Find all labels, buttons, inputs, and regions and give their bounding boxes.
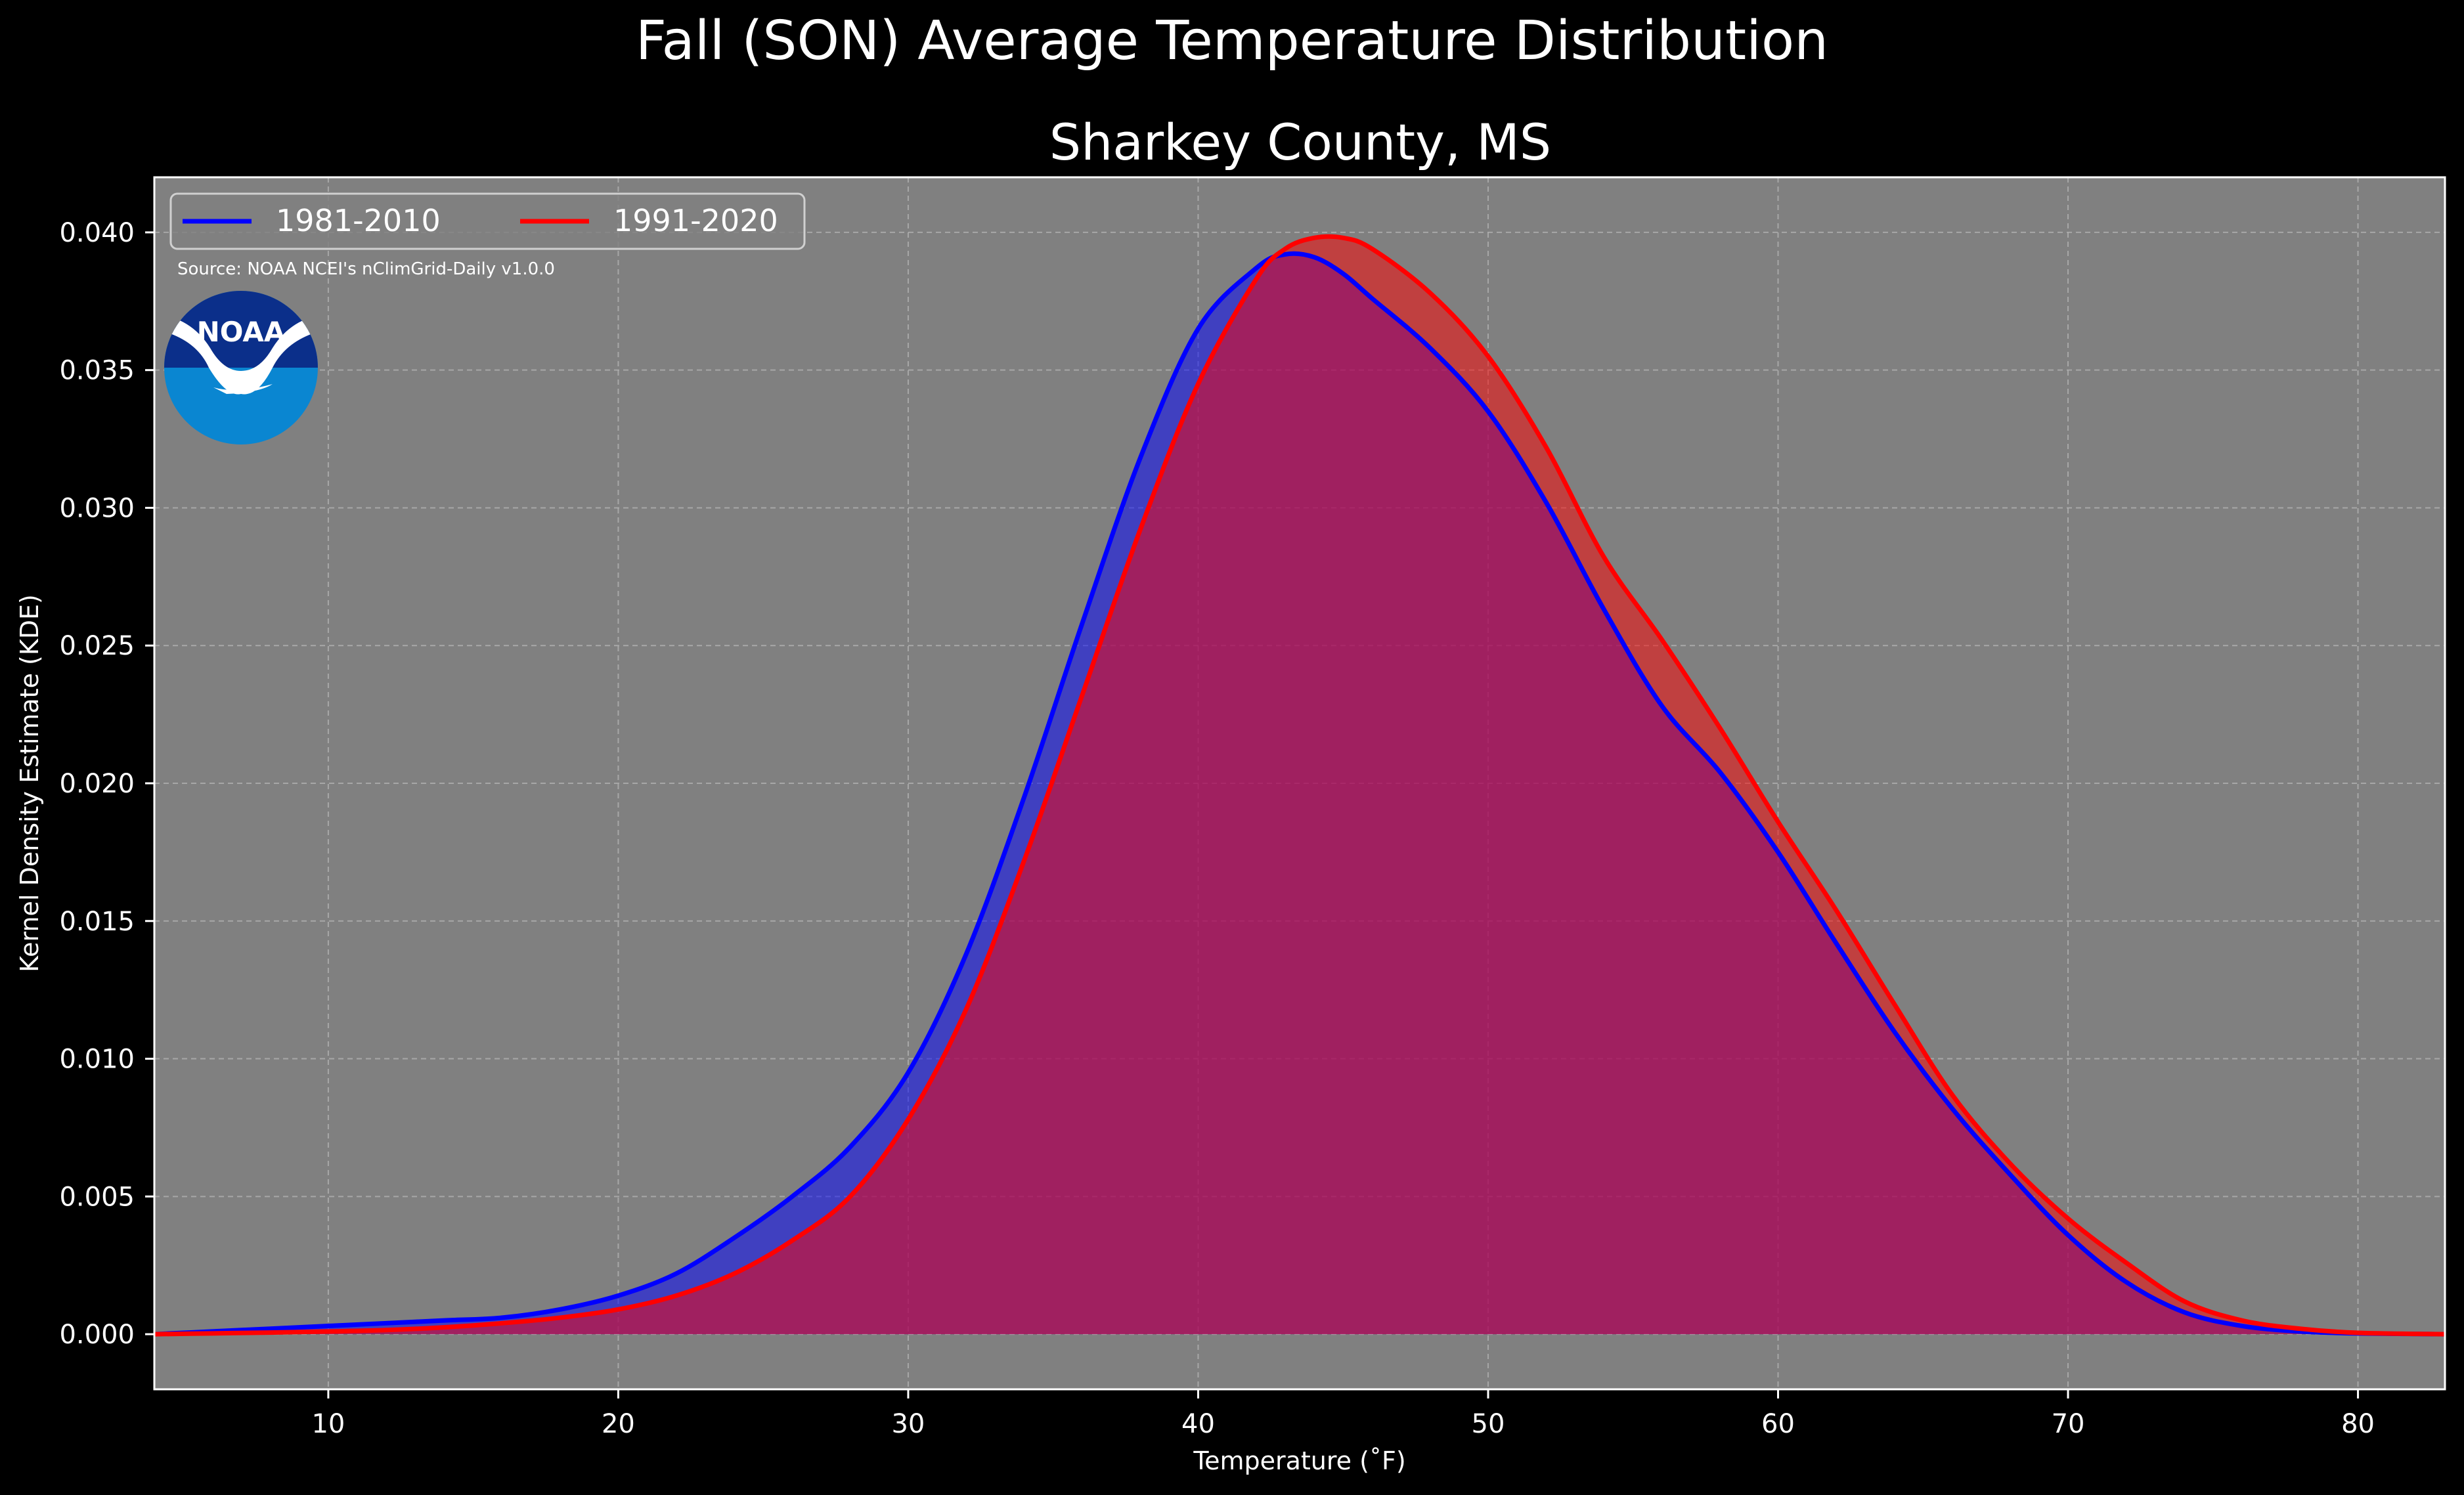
y-axis: 0.000 0.005 0.010 0.015 0.020 0.025 0.030 0.035… [59, 218, 154, 1350]
y-tick-label: 0.020 [59, 769, 135, 799]
line-series-1991-2020 [154, 234, 2445, 1337]
legend-label-1991-2020: 1991-2020 [613, 203, 778, 238]
legend: 1981-2010 1991-2020 [169, 192, 806, 250]
x-tick-label: 10 [311, 1409, 345, 1439]
y-tick-label: 0.015 [59, 907, 135, 937]
x-axis: 10 20 30 40 50 60 70 80 [311, 1389, 2375, 1439]
legend-label-1981-2010: 1981-2010 [276, 203, 441, 238]
noaa-gull-icon [164, 315, 318, 395]
area-fill-1991-2020 [154, 236, 2445, 1335]
noaa-logo-text: NOAA [197, 316, 286, 348]
y-tick-label: 0.030 [59, 493, 135, 523]
series-fills [154, 236, 2445, 1335]
chart-subtitle: Sharkey County, MS [1049, 113, 1551, 171]
y-tick-label: 0.025 [59, 631, 135, 661]
x-tick-label: 80 [2341, 1409, 2375, 1439]
y-tick-label: 0.040 [59, 218, 135, 248]
y-tick-label: 0.000 [59, 1320, 135, 1350]
series-lines [154, 234, 2445, 1337]
y-tick-label: 0.005 [59, 1182, 135, 1212]
line-series-1981-2010 [154, 251, 2445, 1337]
y-axis-label: Kernel Density Estimate (KDE) [15, 594, 44, 972]
x-tick-label: 50 [1472, 1409, 1505, 1439]
x-tick-label: 60 [1761, 1409, 1795, 1439]
series-layer [154, 234, 2445, 1337]
x-tick-label: 40 [1181, 1409, 1215, 1439]
y-tick-label: 0.010 [59, 1045, 135, 1075]
x-tick-label: 70 [2052, 1409, 2085, 1439]
chart-title: Fall (SON) Average Temperature Distribut… [636, 10, 1828, 72]
x-axis-label: Temperature (˚F) [1193, 1446, 1405, 1475]
x-tick-label: 30 [891, 1409, 925, 1439]
y-tick-label: 0.035 [59, 356, 135, 386]
x-tick-label: 20 [602, 1409, 635, 1439]
source-note: Source: NOAA NCEI's nClimGrid-Daily v1.0… [177, 259, 555, 279]
legend-box [169, 192, 806, 250]
